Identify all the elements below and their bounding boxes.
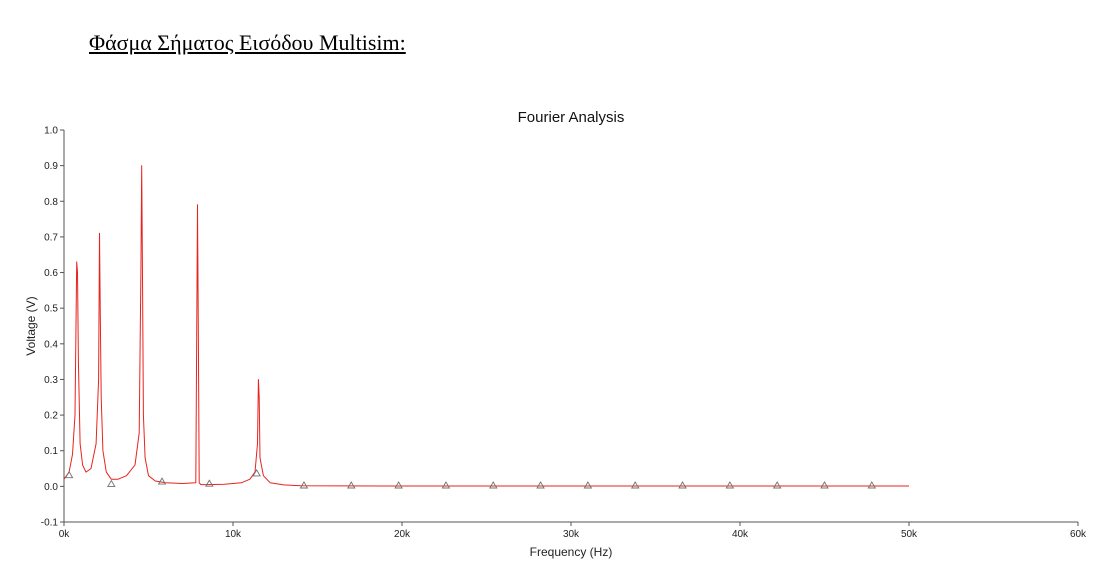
x-tick-label: 40k [732, 529, 749, 540]
y-tick-label: 0.3 [44, 375, 58, 386]
data-point-marker [205, 479, 214, 487]
y-tick-label: 0.5 [44, 304, 58, 315]
x-axis-label: Frequency (Hz) [530, 545, 613, 559]
chart-axes [63, 130, 1078, 523]
data-point-marker [583, 481, 593, 489]
x-tick-label: 60k [1070, 529, 1087, 540]
y-tick-label: -0.1 [41, 518, 59, 529]
data-point-marker [107, 479, 116, 488]
data-point-marker [867, 481, 877, 489]
chart-ticks: -0.1 0.0 0.1 0.2 0.3 0.4 0.5 0.6 0.7 0.8 0.9 1.0 0k 1… [41, 126, 1087, 541]
data-point-marker [441, 481, 451, 489]
data-point-marker [630, 481, 640, 489]
data-point-marker [772, 481, 782, 489]
data-point-marker [64, 470, 74, 479]
y-tick-label: 0.1 [44, 446, 58, 457]
y-tick-label: 0.7 [44, 232, 58, 243]
x-tick-label: 20k [394, 529, 411, 540]
y-tick-label: 0.4 [44, 339, 58, 350]
data-point-marker [488, 481, 498, 489]
data-point-marker [299, 481, 309, 489]
y-tick-label: 0.2 [44, 411, 58, 422]
data-point-marker [536, 481, 545, 489]
y-tick-label: 0.0 [44, 482, 58, 493]
data-point-marker [678, 481, 687, 489]
y-tick-label: 1.0 [44, 126, 58, 137]
series-line [63, 165, 909, 487]
page-heading: Φάσμα Σήματος Εισόδου Multisim: [89, 30, 406, 55]
x-tick-label: 10k [225, 529, 242, 540]
data-point-marker [394, 481, 403, 489]
y-axis-label: Voltage (V) [24, 296, 38, 355]
x-tick-label: 50k [901, 529, 918, 540]
y-tick-label: 0.9 [44, 161, 58, 172]
data-point-marker [725, 481, 735, 489]
y-tick-label: 0.6 [44, 268, 58, 279]
x-tick-label: 0k [59, 529, 71, 540]
chart-title: Fourier Analysis [518, 109, 625, 126]
data-point-marker [252, 468, 261, 477]
data-point-marker [347, 481, 356, 489]
chart-plot [63, 165, 909, 489]
y-tick-label: 0.8 [44, 197, 58, 208]
x-tick-label: 30k [563, 529, 580, 540]
data-point-marker [157, 477, 167, 485]
data-point-marker [820, 481, 829, 489]
